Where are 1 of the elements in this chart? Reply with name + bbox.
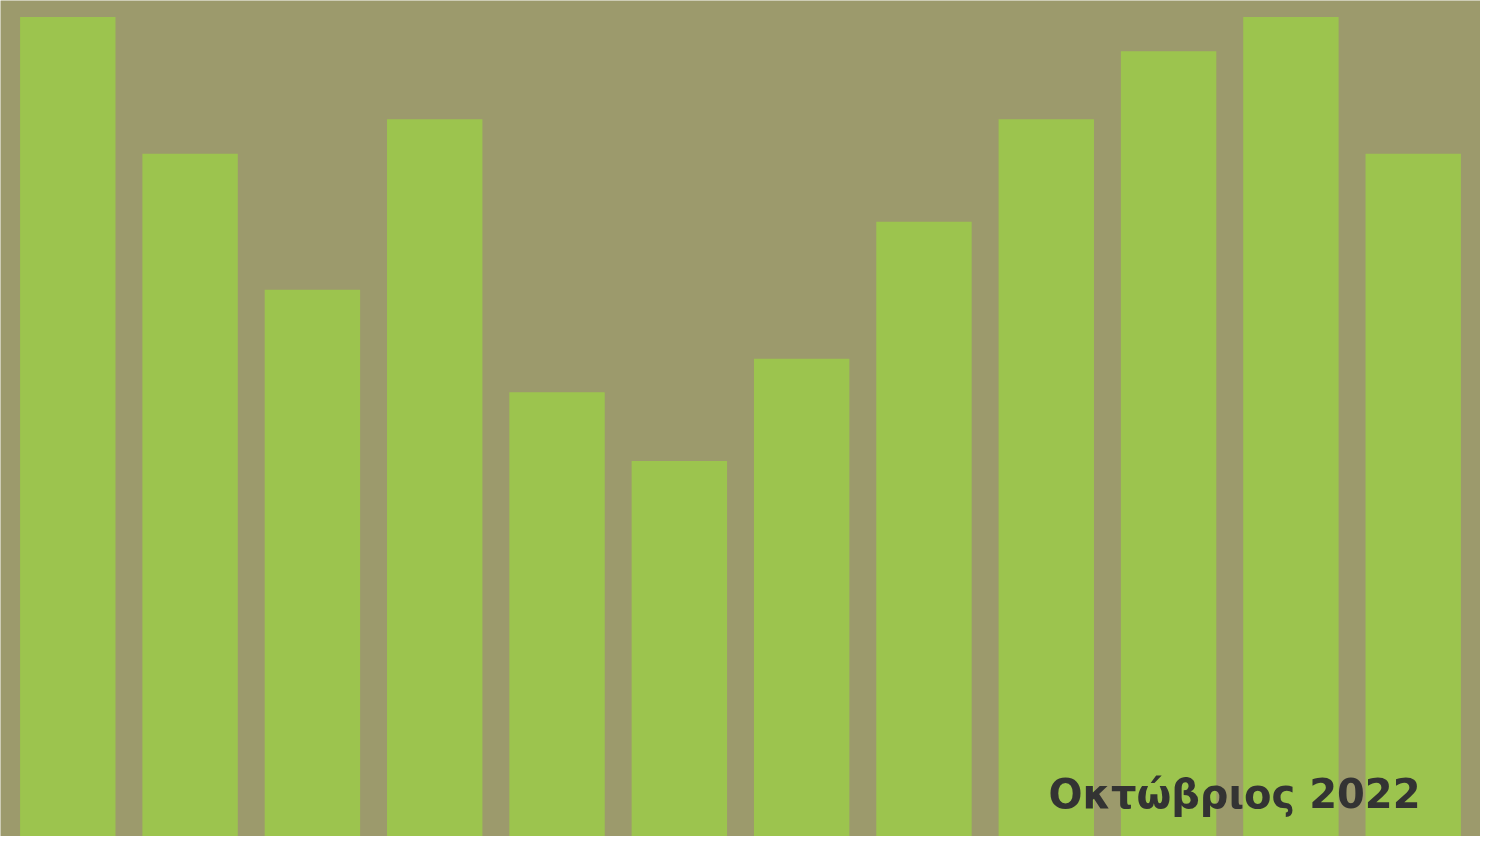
annotation: Οκτώβριος 2022 <box>1048 770 1421 817</box>
